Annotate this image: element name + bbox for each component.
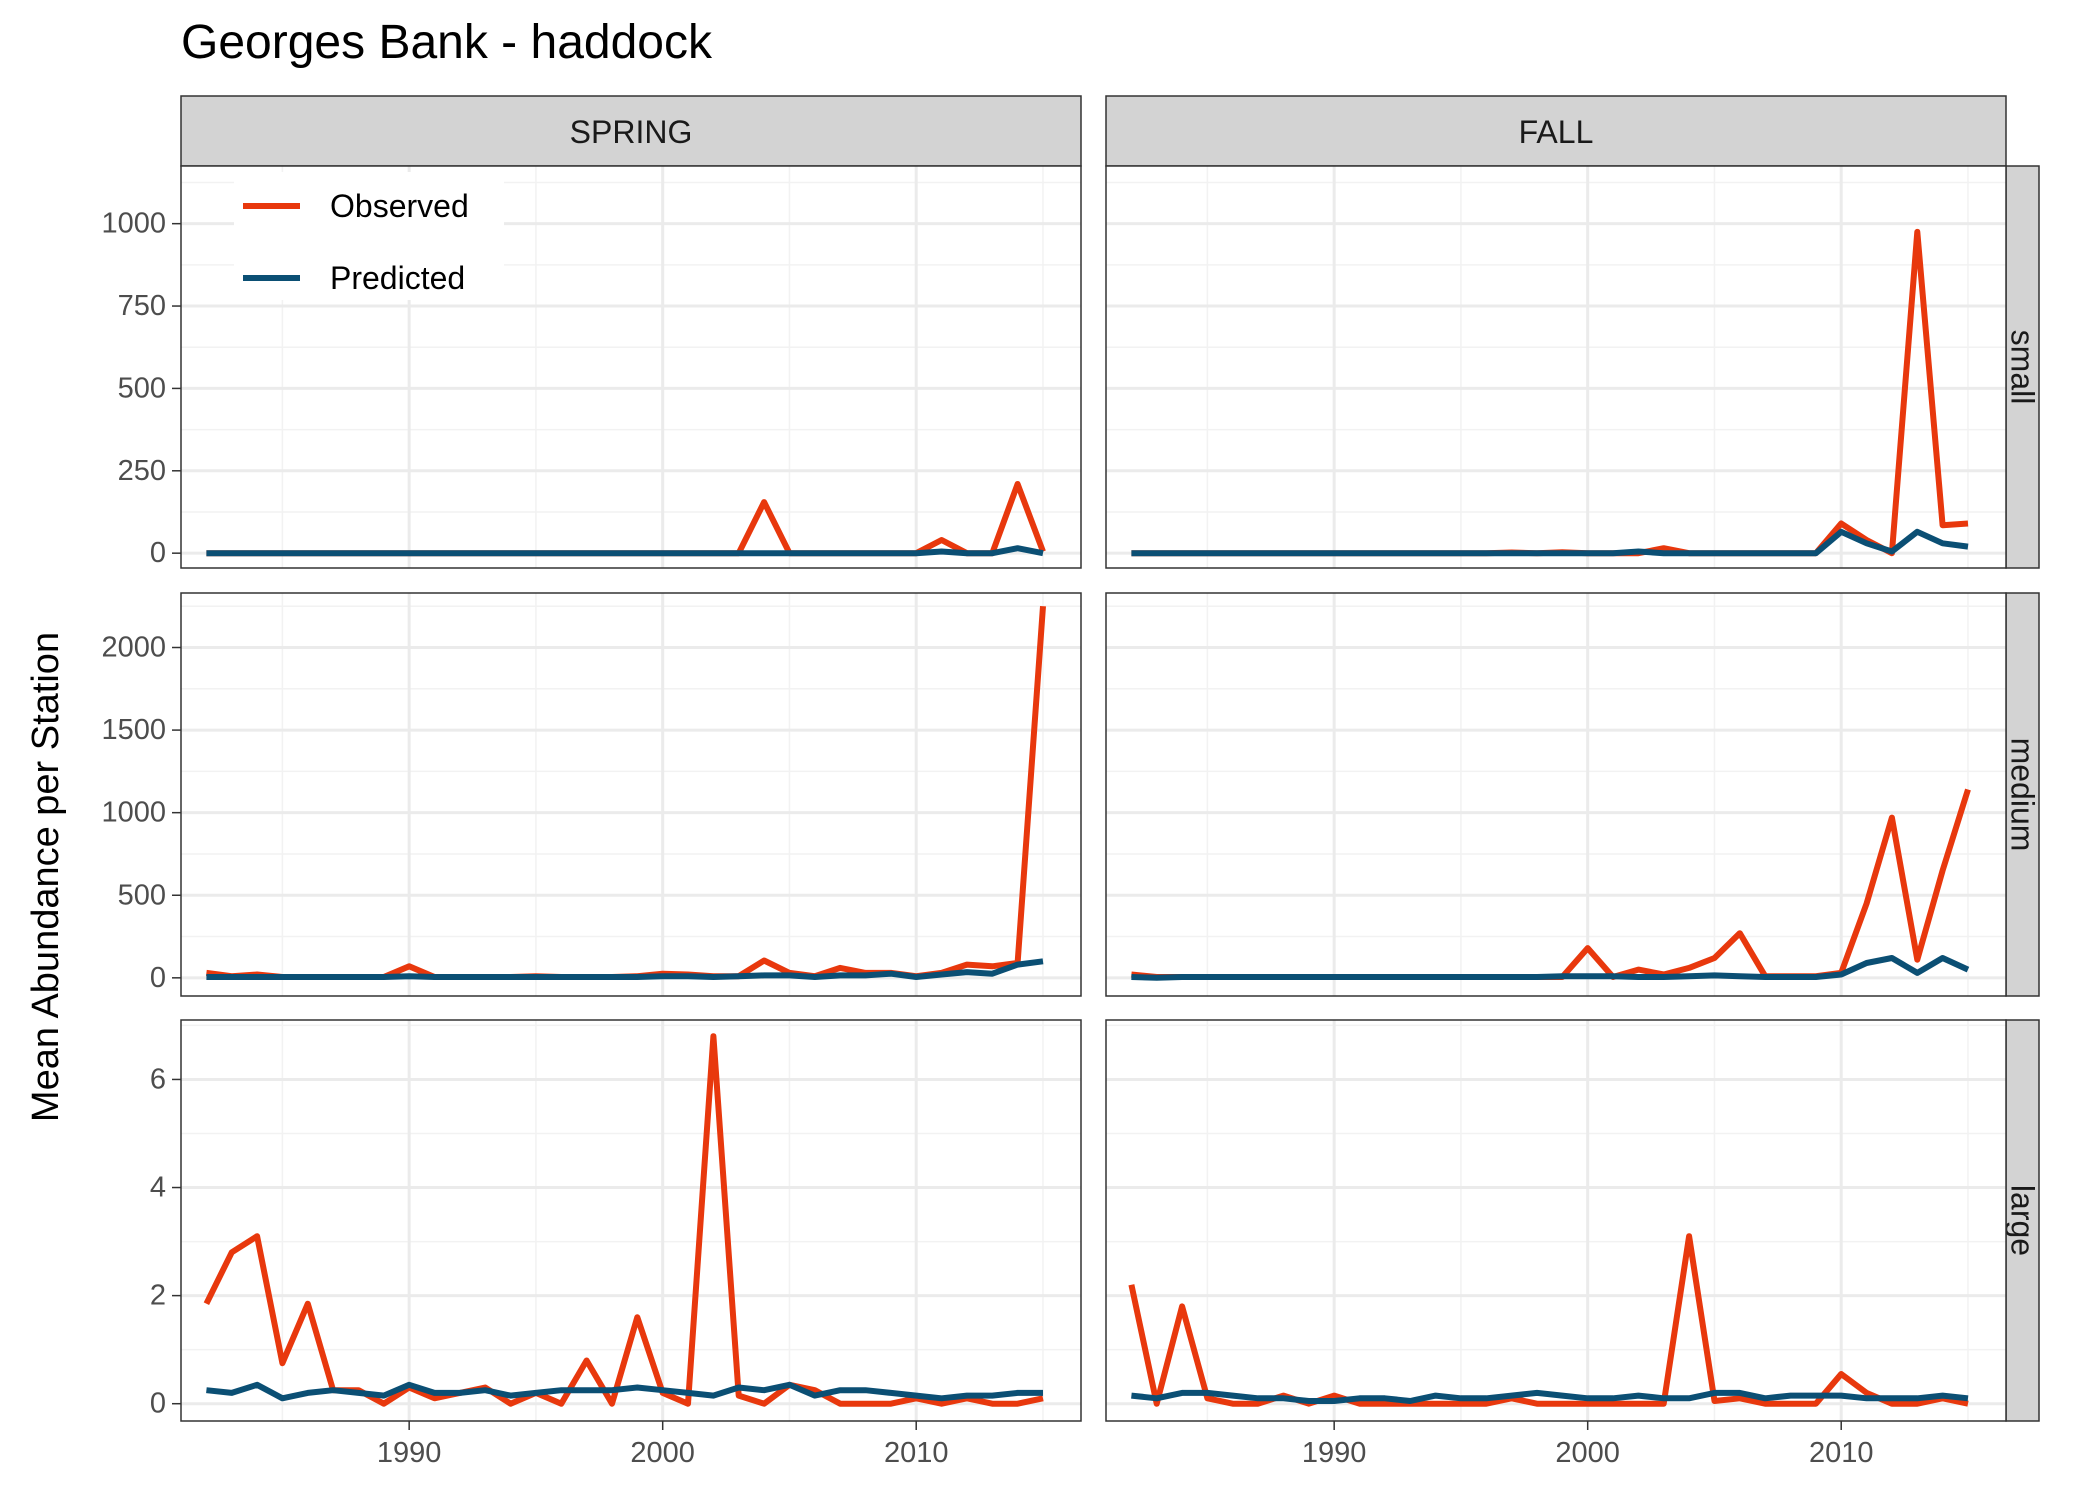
y-tick-label: 0: [150, 962, 166, 994]
series-line-predicted: [1131, 528, 1969, 557]
column-strip-fall: [1105, 95, 2007, 167]
panel-fall-medium: [1105, 592, 2007, 997]
panels-layer: SPRING FALL small medium large 0 250 500 750 1000…: [101, 95, 2041, 1469]
x-tick-label: 2010: [1809, 1437, 1874, 1469]
panel-background: [1106, 1020, 2006, 1421]
panel-spring-medium: 0 500 1000 1500 2000: [101, 592, 1082, 997]
y-tick-label: 250: [118, 455, 166, 487]
y-tick-label: 2: [150, 1280, 166, 1312]
series-line-predicted: [206, 545, 1044, 557]
y-tick-label: 750: [118, 290, 166, 322]
legend-label-predicted: Predicted: [330, 260, 465, 296]
series-line-predicted: [1131, 1389, 1969, 1404]
x-tick-label: 2000: [630, 1437, 695, 1469]
panel-border: [180, 165, 1082, 569]
panel-border: [180, 592, 1082, 997]
y-tick-label: 6: [150, 1063, 166, 1095]
x-tick-label: 1990: [1302, 1437, 1367, 1469]
y-tick-label: 1000: [101, 208, 166, 240]
panel-spring-large: 0 2 4 6 1990 2000 2010: [150, 1019, 1082, 1469]
y-tick-label: 0: [150, 1388, 166, 1420]
panel-background: [181, 593, 1081, 996]
row-strip-small: [2005, 165, 2040, 569]
y-tick-label: 500: [118, 372, 166, 404]
panel-background: [181, 1020, 1081, 1421]
series-line-predicted: [1131, 955, 1970, 981]
y-tick-label: 500: [118, 879, 166, 911]
series-line-predicted: [206, 958, 1044, 980]
panel-border: [180, 1019, 1082, 1422]
y-tick-label: 0: [150, 537, 166, 569]
panel-background: [1106, 593, 2006, 996]
panel-border: [1105, 165, 2007, 569]
y-tick-label: 2000: [101, 632, 166, 664]
series-line-predicted: [206, 1381, 1043, 1402]
y-tick-label: 1000: [101, 797, 166, 829]
x-tick-label: 1990: [377, 1437, 442, 1469]
panel-background: [1106, 166, 2006, 568]
row-strip-label-large: large: [2005, 1185, 2041, 1256]
x-tick-label: 2000: [1555, 1437, 1620, 1469]
row-strip-large: [2005, 1019, 2040, 1422]
column-strip-spring: [180, 95, 1082, 167]
y-tick-label: 1500: [101, 714, 166, 746]
row-strip-label-medium: medium: [2005, 738, 2041, 852]
y-axis-label: Mean Abundance per Station: [25, 632, 67, 1122]
legend: Observed Predicted: [234, 172, 504, 300]
legend-label-observed: Observed: [330, 188, 469, 224]
panel-fall-small: [1105, 165, 2007, 569]
y-tick-label: 4: [150, 1172, 166, 1204]
panel-border: [1105, 592, 2007, 997]
column-strip-label-spring: SPRING: [570, 114, 693, 150]
chart-title: Georges Bank - haddock: [181, 16, 713, 69]
column-strip-label-fall: FALL: [1519, 114, 1594, 150]
panel-border: [1105, 1019, 2007, 1422]
panel-fall-large: 1990 2000 2010: [1105, 1019, 2007, 1469]
row-strip-medium: [2005, 592, 2040, 997]
row-strip-label-small: small: [2005, 330, 2041, 405]
x-tick-label: 2010: [884, 1437, 949, 1469]
